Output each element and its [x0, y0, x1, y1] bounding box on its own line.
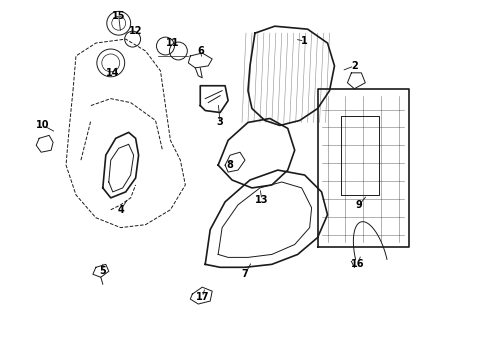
- Text: 16: 16: [351, 259, 364, 269]
- Text: 9: 9: [356, 200, 363, 210]
- Text: 5: 5: [99, 266, 106, 276]
- Text: 7: 7: [242, 269, 248, 279]
- Text: 4: 4: [117, 205, 124, 215]
- Text: 6: 6: [197, 46, 204, 56]
- Text: 8: 8: [227, 160, 234, 170]
- Text: 11: 11: [166, 38, 179, 48]
- Text: 13: 13: [255, 195, 269, 205]
- Text: 14: 14: [106, 68, 120, 78]
- Text: 12: 12: [129, 26, 143, 36]
- Text: 3: 3: [217, 117, 223, 127]
- Text: 2: 2: [351, 61, 358, 71]
- Text: 10: 10: [36, 121, 50, 130]
- Text: 17: 17: [196, 292, 209, 302]
- Text: 1: 1: [301, 36, 308, 46]
- Text: 15: 15: [112, 11, 125, 21]
